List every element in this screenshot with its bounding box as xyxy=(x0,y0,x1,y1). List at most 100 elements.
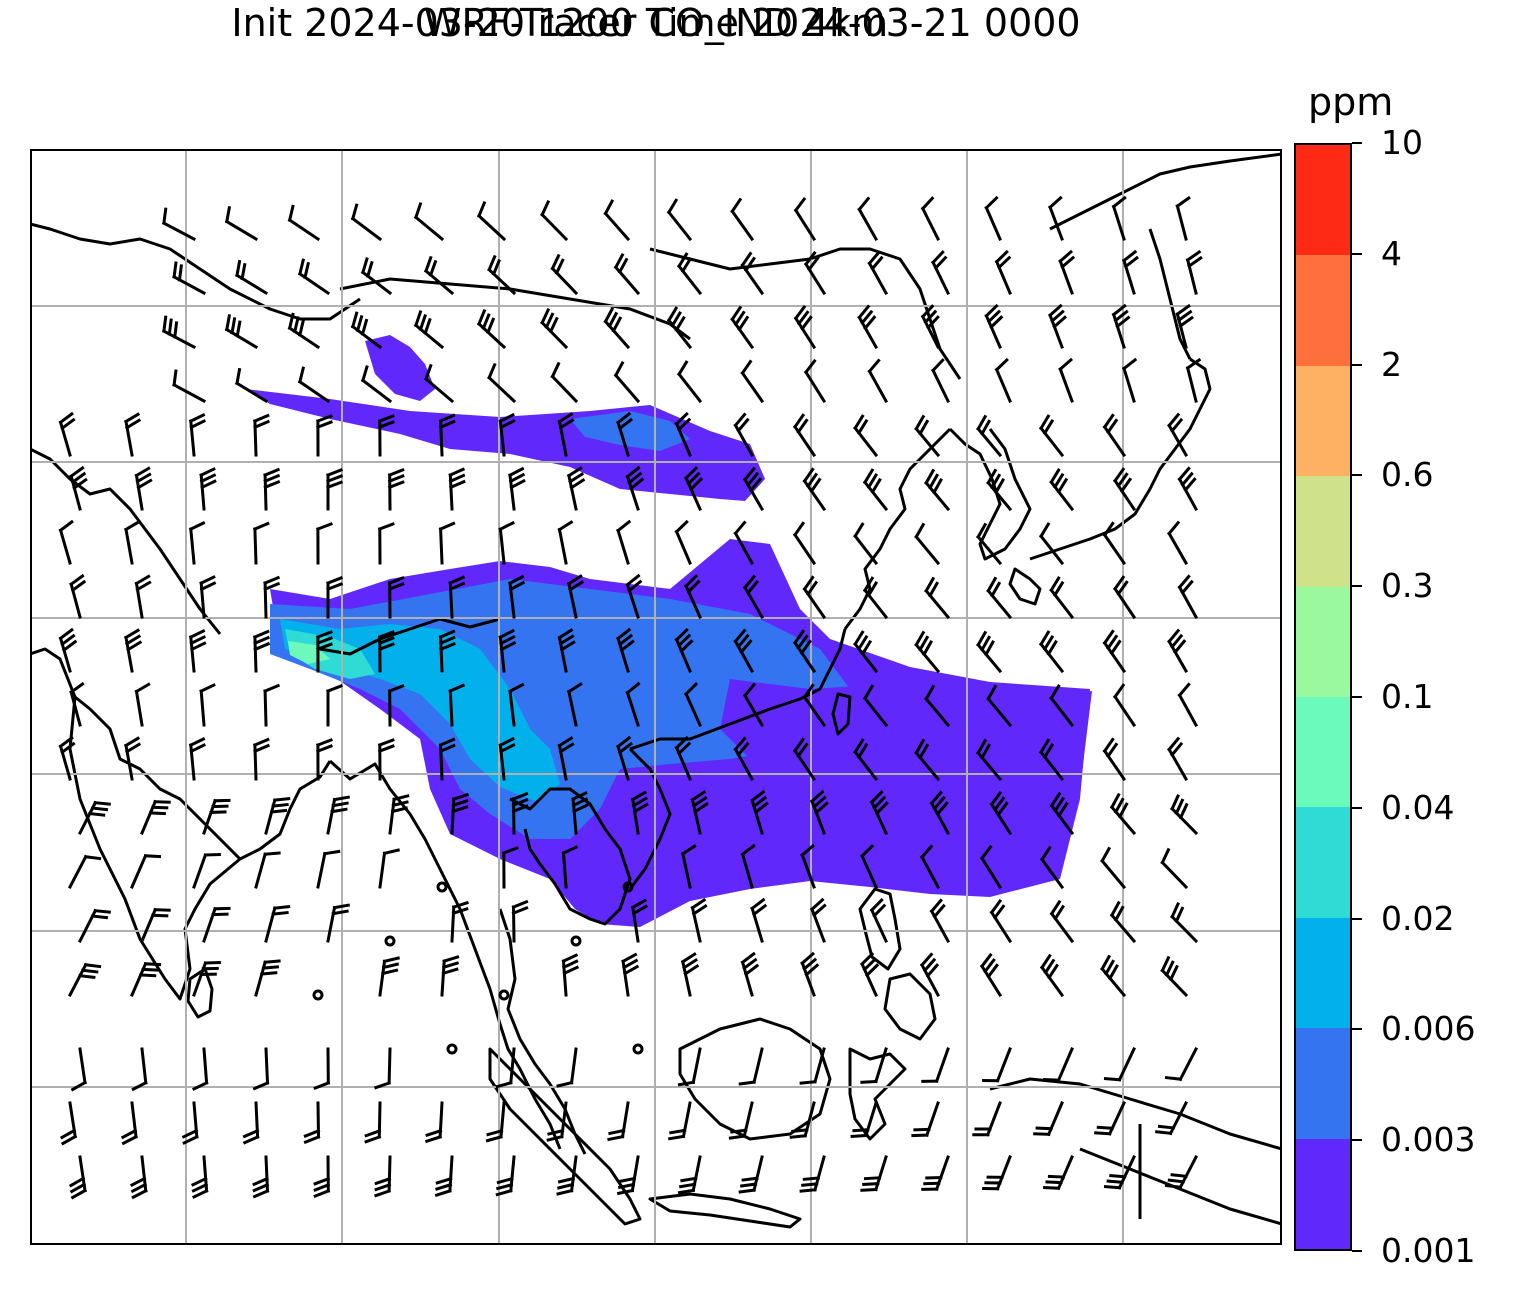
wind-barb xyxy=(677,1047,702,1087)
plume-east-tongue xyxy=(720,679,1092,889)
wind-barb xyxy=(264,905,291,943)
wind-barb xyxy=(730,197,755,242)
wind-barb xyxy=(58,627,78,673)
wind-barb xyxy=(70,1047,88,1092)
wind-barb xyxy=(1177,466,1199,512)
wind-barb xyxy=(438,413,456,457)
wind-barb xyxy=(920,304,941,350)
wind-barb xyxy=(929,790,951,836)
wind-barb-layer xyxy=(58,195,1203,1200)
wind-barb xyxy=(550,361,579,404)
wind-barb xyxy=(802,575,827,620)
wind-barb xyxy=(315,414,333,457)
wind-barb xyxy=(188,412,207,457)
wind-barb xyxy=(378,956,401,997)
colorbar-tick xyxy=(1352,1028,1362,1031)
wind-barb xyxy=(860,1155,888,1192)
wind-barb xyxy=(1177,682,1199,728)
wind-barb xyxy=(234,259,269,296)
wind-barb xyxy=(546,1101,568,1142)
wind-barb xyxy=(1167,412,1189,458)
wind-barb xyxy=(676,360,703,404)
wind-barb xyxy=(264,797,291,835)
wind-barb xyxy=(1038,630,1065,674)
wind-barb xyxy=(263,575,281,619)
wind-barb xyxy=(742,466,765,512)
colorbar-tick xyxy=(1352,806,1362,809)
colorbar-tick xyxy=(1352,917,1362,920)
wind-barb xyxy=(68,1155,88,1200)
wind-barb xyxy=(450,900,469,943)
wind-barb xyxy=(556,1155,578,1196)
wind-barb xyxy=(69,465,88,511)
colorbar-tick-label: 4 xyxy=(1381,233,1402,273)
wind-barb xyxy=(511,791,529,835)
wind-barb xyxy=(1102,521,1127,566)
wind-barb xyxy=(853,630,879,674)
wind-barb xyxy=(674,627,694,673)
wind-barb xyxy=(476,309,507,350)
wind-barb xyxy=(123,520,141,565)
wind-barb xyxy=(919,844,941,890)
wind-barb xyxy=(378,848,401,889)
plume-main-level4 xyxy=(285,629,375,679)
wind-barb xyxy=(507,466,526,511)
wind-barb xyxy=(1160,847,1189,890)
wind-barb xyxy=(1175,303,1194,349)
wind-barb xyxy=(303,1101,321,1145)
wind-barb xyxy=(511,899,529,943)
wind-barb xyxy=(984,195,1002,241)
wind-barb xyxy=(1049,576,1075,620)
wind-barb xyxy=(802,683,827,728)
wind-barb xyxy=(750,789,769,835)
wind-barb xyxy=(1185,249,1203,295)
wind-barb xyxy=(1185,357,1202,403)
coastline-sumatra xyxy=(488,1047,642,1226)
wind-barb xyxy=(914,738,941,782)
coastline-vietnam xyxy=(628,747,672,890)
wind-barb xyxy=(1102,413,1127,458)
wind-barb xyxy=(680,952,700,997)
wind-barb xyxy=(799,1155,826,1193)
wind-barb xyxy=(683,681,702,727)
wind-barb xyxy=(616,1155,640,1196)
wind-barb xyxy=(1155,1100,1189,1136)
colorbar-tick-label: 0.1 xyxy=(1381,677,1434,716)
wind-barb xyxy=(1167,628,1189,674)
graticule xyxy=(30,149,1282,1245)
wind-barb xyxy=(77,800,111,836)
wind-barb xyxy=(615,627,635,673)
wind-barb xyxy=(252,629,271,673)
wind-barb xyxy=(630,790,649,835)
wind-barb xyxy=(67,854,102,890)
colorbar-segment xyxy=(1296,365,1350,477)
coastline-india-south xyxy=(68,696,241,1001)
wind-barb xyxy=(557,736,575,781)
wind-barb xyxy=(387,467,405,511)
wind-barb xyxy=(123,628,143,673)
wind-barb xyxy=(495,1047,516,1089)
colorbar-tick-label: 0.04 xyxy=(1381,787,1455,827)
wind-barb xyxy=(862,468,889,512)
wind-barb xyxy=(557,628,576,673)
wind-barb xyxy=(1039,845,1065,890)
coastline-sulawesi xyxy=(848,1047,907,1141)
wind-barb xyxy=(448,575,466,619)
wind-barb xyxy=(613,360,641,404)
wind-barb xyxy=(924,468,951,512)
chart-title-line1: WRF-Tracer CO_IND 4km xyxy=(423,1,889,45)
wind-barb xyxy=(507,682,525,727)
wind-barb xyxy=(188,520,206,565)
wind-barb xyxy=(738,1155,764,1194)
wind-barb xyxy=(58,411,76,457)
wind-barb xyxy=(792,413,817,458)
wind-barb xyxy=(172,261,207,296)
wind-barb xyxy=(326,903,351,943)
wind-barb xyxy=(867,358,889,404)
tracer-plume-layer xyxy=(245,335,1092,927)
wind-barb xyxy=(799,1047,826,1085)
wind-barb xyxy=(976,414,1003,458)
wind-barb xyxy=(199,575,217,619)
wind-barb xyxy=(1047,303,1068,349)
wind-barb xyxy=(540,308,569,350)
